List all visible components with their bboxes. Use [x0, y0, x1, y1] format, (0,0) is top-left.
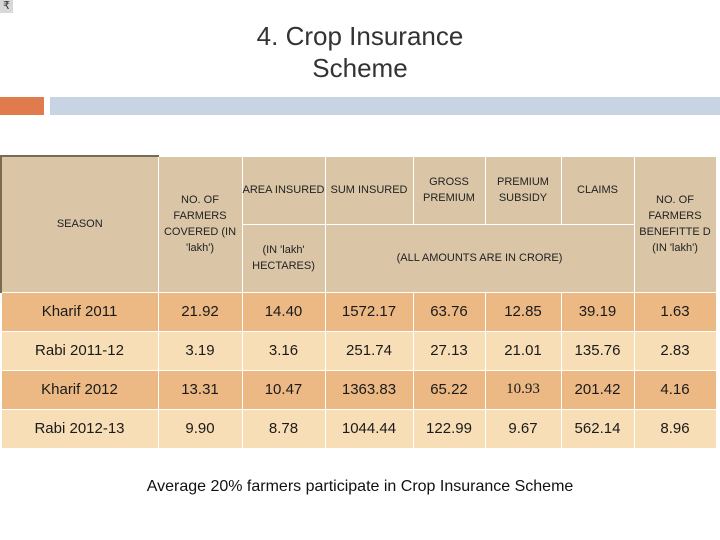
header-sum-insured: SUM INSURED — [324, 155, 414, 225]
cell-area: 3.16 — [241, 330, 326, 371]
rupee-icon: ₹ — [0, 0, 13, 13]
cell-area: 10.47 — [241, 369, 326, 410]
cell-sum: 1363.83 — [324, 369, 414, 410]
cell-sum: 1572.17 — [324, 291, 414, 332]
cell-claims: 135.76 — [560, 330, 635, 371]
footer-note: Average 20% farmers participate in Crop … — [146, 478, 574, 495]
header-season: SEASON — [0, 155, 159, 293]
cell-farmers: 21.92 — [157, 291, 243, 332]
cell-farmers: 13.31 — [157, 369, 243, 410]
cell-season: Rabi 2011-12 — [0, 330, 159, 371]
table-row: Rabi 2012-13 9.90 8.78 1044.44 122.99 9.… — [0, 408, 717, 449]
cell-area: 14.40 — [241, 291, 326, 332]
crop-insurance-table: SEASON NO. OF FARMERS COVERED (IN 'lakh'… — [0, 155, 717, 449]
cell-sum: 251.74 — [324, 330, 414, 371]
cell-sum: 1044.44 — [324, 408, 414, 449]
table-row: Kharif 2011 21.92 14.40 1572.17 63.76 12… — [0, 291, 717, 332]
cell-gross: 27.13 — [412, 330, 486, 371]
cell-subsidy: 12.85 — [484, 291, 562, 332]
header-gross-premium: GROSS PREMIUM — [412, 155, 486, 225]
cell-claims: 39.19 — [560, 291, 635, 332]
header-area-unit: (IN 'lakh' HECTARES) — [241, 223, 326, 293]
table-row: Kharif 2012 13.31 10.47 1363.83 65.22 10… — [0, 369, 717, 410]
cell-gross: 122.99 — [412, 408, 486, 449]
title-line-2: Scheme — [312, 53, 408, 83]
cell-season: Rabi 2012-13 — [0, 408, 159, 449]
cell-benefitted: 8.96 — [633, 408, 717, 449]
accent-band-blue — [50, 97, 720, 115]
cell-farmers: 9.90 — [157, 408, 243, 449]
header-claims: CLAIMS — [560, 155, 635, 225]
cell-area: 8.78 — [241, 408, 326, 449]
page-title: 4. Crop Insurance Scheme — [200, 20, 520, 84]
accent-band-orange — [0, 97, 44, 115]
cell-benefitted: 1.63 — [633, 291, 717, 332]
header-area-insured: AREA INSURED — [241, 155, 326, 225]
header-premium-subsidy: PREMIUM SUBSIDY — [484, 155, 562, 225]
title-line-1: 4. Crop Insurance — [256, 21, 464, 51]
cell-claims: 562.14 — [560, 408, 635, 449]
cell-subsidy: 9.67 — [484, 408, 562, 449]
header-farmers-covered: NO. OF FARMERS COVERED (IN 'lakh') — [157, 155, 243, 293]
cell-claims: 201.42 — [560, 369, 635, 410]
cell-season: Kharif 2012 — [0, 369, 159, 410]
header-farmers-benefitted: NO. OF FARMERS BENEFITTE D (IN 'lakh') — [633, 155, 717, 293]
cell-gross: 63.76 — [412, 291, 486, 332]
cell-benefitted: 4.16 — [633, 369, 717, 410]
cell-benefitted: 2.83 — [633, 330, 717, 371]
cell-subsidy: 21.01 — [484, 330, 562, 371]
cell-gross: 65.22 — [412, 369, 486, 410]
header-amounts-note: (ALL AMOUNTS ARE IN CRORE) — [324, 223, 635, 293]
cell-farmers: 3.19 — [157, 330, 243, 371]
cell-subsidy: 10.93 — [484, 369, 562, 410]
table-row: Rabi 2011-12 3.19 3.16 251.74 27.13 21.0… — [0, 330, 717, 371]
cell-season: Kharif 2011 — [0, 291, 159, 332]
